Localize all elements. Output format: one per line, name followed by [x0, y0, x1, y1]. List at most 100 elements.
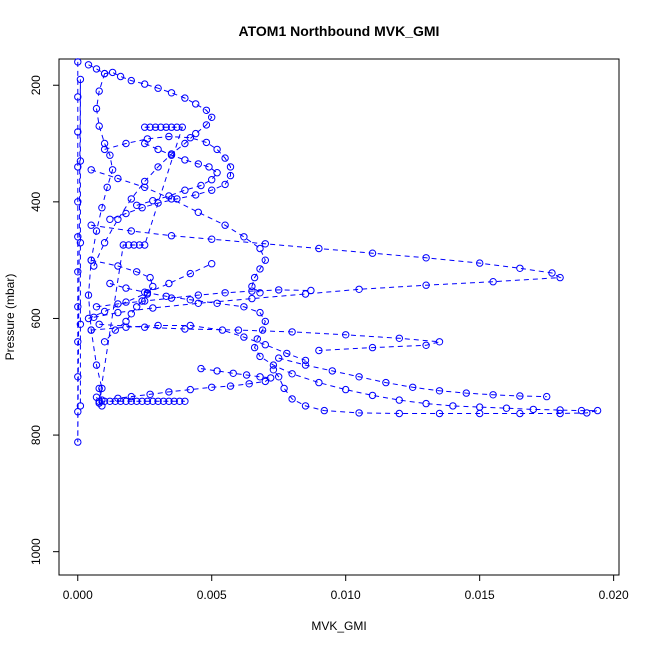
data-point — [218, 326, 227, 334]
plot-area — [74, 58, 602, 446]
data-point — [301, 402, 310, 410]
data-point — [256, 289, 264, 297]
x-tick-label: 0.015 — [465, 588, 495, 602]
data-point — [76, 239, 85, 247]
y-tick-label: 800 — [29, 425, 43, 445]
plot-frame — [58, 58, 620, 576]
data-point — [74, 163, 82, 171]
data-point — [127, 76, 136, 85]
data-point — [221, 154, 229, 162]
data-point — [476, 259, 484, 267]
data-point — [275, 354, 283, 362]
data-point — [368, 249, 377, 257]
series-line — [91, 169, 266, 294]
data-point — [307, 286, 315, 295]
data-point — [74, 303, 82, 311]
data-point — [422, 281, 430, 289]
data-point — [167, 232, 176, 240]
data-point — [593, 406, 602, 415]
data-point — [170, 397, 178, 405]
data-point — [106, 151, 114, 159]
data-point — [242, 371, 251, 379]
data-point — [548, 269, 556, 277]
data-point — [409, 383, 417, 391]
data-point — [122, 209, 130, 218]
data-point — [162, 292, 170, 300]
data-point — [108, 166, 117, 174]
data-point — [301, 356, 310, 365]
data-point — [127, 227, 136, 235]
x-tick-label: 0.020 — [599, 588, 629, 602]
data-point — [275, 373, 283, 381]
data-point — [395, 409, 403, 418]
data-point — [213, 367, 221, 375]
data-point — [146, 273, 154, 282]
data-point — [141, 139, 149, 148]
data-point — [256, 308, 264, 317]
data-point — [87, 166, 95, 174]
series-line — [99, 323, 440, 351]
data-point — [181, 139, 189, 148]
data-point — [119, 241, 128, 249]
data-point — [127, 397, 136, 405]
data-point — [154, 321, 162, 330]
data-series — [275, 354, 551, 401]
data-point — [288, 395, 296, 403]
data-point — [114, 215, 122, 224]
data-point — [529, 405, 537, 414]
data-point — [186, 321, 195, 330]
data-point — [122, 317, 130, 326]
data-point — [240, 303, 248, 311]
data-point — [256, 352, 264, 361]
data-point — [130, 241, 138, 249]
data-series — [92, 384, 106, 410]
data-point — [208, 383, 216, 391]
data-point — [256, 244, 264, 253]
data-point — [138, 397, 146, 405]
data-point — [267, 374, 275, 382]
data-point — [186, 385, 195, 394]
data-point — [122, 298, 130, 306]
data-point — [194, 291, 203, 299]
data-point — [186, 134, 195, 142]
data-point — [122, 323, 130, 331]
data-point — [435, 338, 444, 346]
series-line — [77, 61, 81, 443]
y-axis-label: Pressure (mbar) — [3, 274, 17, 361]
data-point — [178, 123, 187, 131]
data-point — [261, 256, 269, 264]
data-point — [342, 385, 350, 394]
data-point — [143, 289, 152, 297]
data-point — [74, 268, 82, 276]
data-point — [583, 409, 591, 417]
data-point — [87, 256, 95, 264]
data-point — [315, 244, 323, 253]
data-point — [489, 278, 497, 286]
data-point — [253, 335, 261, 343]
data-point — [556, 273, 564, 282]
data-point — [208, 235, 216, 243]
data-point — [181, 397, 189, 405]
data-point — [95, 122, 103, 130]
data-point — [154, 84, 162, 92]
data-point — [208, 113, 216, 122]
data-point — [283, 349, 291, 358]
data-point — [141, 80, 149, 88]
data-point — [167, 89, 176, 97]
data-point — [205, 163, 213, 171]
data-point — [133, 397, 141, 405]
data-point — [288, 328, 296, 336]
data-series — [106, 279, 602, 418]
data-series — [84, 260, 216, 323]
data-point — [197, 364, 205, 373]
data-point — [100, 145, 109, 154]
data-point — [240, 333, 248, 341]
data-point — [114, 308, 122, 317]
data-point — [146, 123, 154, 131]
data-point — [435, 387, 444, 395]
data-series — [114, 364, 275, 402]
data-point — [328, 367, 336, 375]
data-point — [84, 61, 93, 69]
data-point — [221, 221, 229, 229]
data-point — [114, 262, 122, 270]
